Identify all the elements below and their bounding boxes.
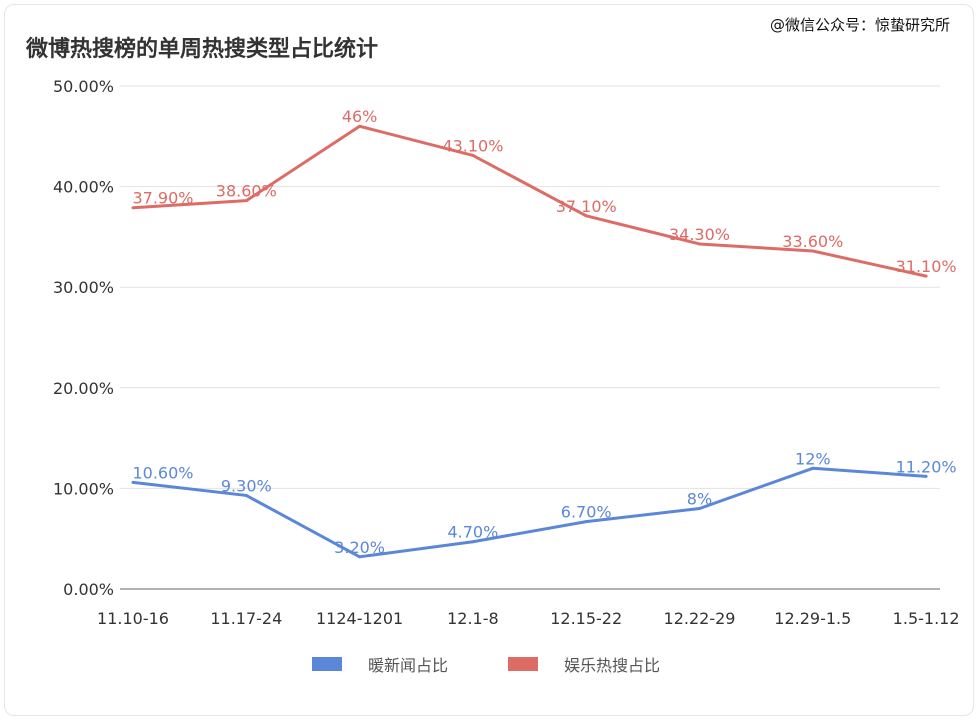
data-point [811,249,815,253]
data-label: 8% [687,490,712,509]
x-tick-label: 12.15-22 [550,609,622,628]
x-tick-label: 12.1-8 [447,609,499,628]
data-point [924,274,928,278]
data-point [131,480,135,484]
data-point [698,242,701,246]
data-label: 11.20% [896,457,957,476]
data-label: 33.60% [782,232,843,251]
legend-label: 暖新闻占比 [368,656,449,675]
y-tick-label: 10.00% [53,479,114,498]
data-label: 6.70% [561,503,612,522]
legend-item-entertainment[interactable]: 娱乐热搜占比 [508,652,660,676]
series-line-2 [132,124,927,278]
chart-title: 微博热搜榜的单周热搜类型占比统计 [26,37,379,62]
y-tick-label: 40.00% [53,178,114,197]
y-tick-label: 20.00% [53,379,114,398]
data-label: 37.90% [132,189,193,208]
data-label: 38.60% [216,182,277,201]
chart-card [4,4,974,716]
data-label: 3.20% [334,538,385,557]
data-label: 9.30% [221,476,272,495]
data-label: 43.10% [442,136,503,155]
data-label: 12% [795,449,831,468]
data-point [131,206,135,210]
x-tick-label: 1124-1201 [316,609,403,628]
x-tick-label: 11.10-16 [97,609,169,628]
data-point [471,540,475,544]
data-label: 37.10% [556,197,617,216]
data-point [698,507,701,511]
data-point [924,474,928,478]
y-tick-label: 50.00% [53,77,114,96]
x-tick-label: 1.5-1.12 [893,609,960,628]
data-point [358,124,362,128]
y-tick-label: 30.00% [53,278,114,297]
series-line-1 [132,466,927,559]
data-label: 31.10% [896,257,957,276]
x-tick-label: 12.22-29 [664,609,736,628]
data-point [811,466,815,470]
legend-label: 娱乐热搜占比 [564,656,661,675]
data-point [584,214,588,218]
data-point [358,555,362,559]
x-tick-label: 11.17-24 [210,609,282,628]
data-point [471,153,475,157]
data-label: 46% [342,107,378,126]
legend-item-warm-news[interactable]: 暖新闻占比 [312,652,448,676]
legend-swatch [312,657,342,671]
data-label: 4.70% [447,523,498,542]
data-point [244,493,248,497]
data-label: 10.60% [132,463,193,482]
data-label: 34.30% [669,225,730,244]
y-tick-label: 0.00% [63,580,114,599]
data-point [244,199,248,203]
legend-swatch [508,657,538,671]
data-point [584,520,588,524]
x-tick-label: 12.29-1.5 [774,609,851,628]
watermark: @微信公众号：惊蛰研究所 [770,16,951,34]
